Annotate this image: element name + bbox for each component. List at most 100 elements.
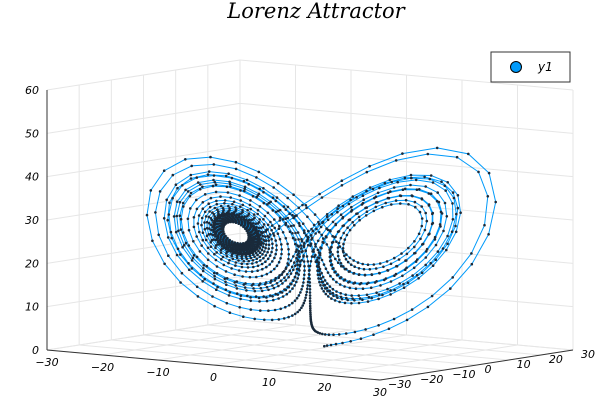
data-point <box>266 211 270 215</box>
data-point <box>178 214 182 217</box>
data-point <box>213 274 216 278</box>
data-point <box>207 215 211 219</box>
data-point <box>306 287 309 291</box>
data-point <box>257 221 261 224</box>
data-point <box>326 228 330 232</box>
data-point <box>410 308 414 311</box>
data-point <box>379 284 382 287</box>
data-point <box>167 254 170 257</box>
data-point <box>370 273 374 277</box>
data-point <box>337 333 341 336</box>
data-point <box>266 250 269 254</box>
data-point <box>219 248 223 252</box>
data-point <box>301 222 305 225</box>
data-point <box>354 287 358 291</box>
data-point <box>196 181 200 184</box>
data-point <box>381 293 384 297</box>
data-point <box>284 217 287 220</box>
data-point <box>336 296 339 300</box>
data-point <box>247 221 250 225</box>
data-point <box>318 253 322 257</box>
data-point <box>187 268 191 272</box>
data-point <box>300 237 303 241</box>
data-point <box>269 281 272 284</box>
data-point <box>262 242 266 245</box>
data-point <box>261 245 265 249</box>
data-point <box>470 262 474 266</box>
data-point <box>214 222 217 225</box>
data-point <box>260 237 263 240</box>
data-point <box>252 248 255 251</box>
data-point <box>222 263 226 267</box>
data-point <box>308 277 311 281</box>
data-point <box>416 258 419 261</box>
data-point <box>272 234 276 237</box>
data-point <box>296 253 299 257</box>
data-point <box>215 199 218 203</box>
data-point <box>328 259 332 263</box>
data-point <box>434 243 438 247</box>
data-point <box>212 223 215 227</box>
data-point <box>377 324 380 327</box>
data-point <box>225 283 228 287</box>
data-point <box>224 247 228 251</box>
data-point <box>429 174 433 177</box>
data-point <box>368 186 372 189</box>
data-point <box>268 263 272 266</box>
data-point <box>172 215 176 218</box>
data-point <box>271 209 275 212</box>
data-point <box>263 239 267 242</box>
data-point <box>223 199 227 202</box>
data-point <box>442 229 445 233</box>
data-point <box>199 273 203 277</box>
data-point <box>355 196 358 199</box>
data-point <box>365 293 369 297</box>
data-point <box>241 208 244 212</box>
data-point <box>326 271 330 274</box>
data-point <box>423 228 427 232</box>
data-point <box>330 241 334 244</box>
data-point <box>209 155 212 159</box>
data-point <box>414 205 417 209</box>
data-point <box>219 204 223 208</box>
data-point <box>307 229 310 233</box>
data-point <box>297 206 301 210</box>
data-point <box>240 265 244 269</box>
data-point <box>330 213 334 216</box>
data-point <box>306 215 309 219</box>
data-point <box>467 152 470 156</box>
data-point <box>303 264 306 268</box>
data-point <box>301 203 304 207</box>
data-point <box>394 159 398 162</box>
data-point <box>328 251 332 254</box>
data-point <box>239 199 242 202</box>
data-point <box>234 248 237 252</box>
data-point <box>278 224 281 228</box>
data-point <box>347 270 351 273</box>
data-point <box>209 217 213 220</box>
data-point <box>223 277 227 281</box>
data-point <box>318 273 322 276</box>
data-point <box>338 276 342 280</box>
data-point <box>240 262 244 266</box>
data-point <box>300 239 304 243</box>
y-tick-label: 10 <box>517 358 531 371</box>
data-point <box>278 237 282 241</box>
data-point <box>181 184 184 187</box>
data-point <box>343 238 347 241</box>
data-point <box>296 231 300 234</box>
data-point <box>249 296 252 299</box>
data-point <box>228 208 231 212</box>
data-point <box>329 263 333 267</box>
data-point <box>292 268 295 272</box>
data-point <box>266 203 269 206</box>
data-point <box>157 233 160 237</box>
data-point <box>308 288 312 291</box>
data-point <box>335 240 338 243</box>
data-point <box>309 309 312 312</box>
data-point <box>316 248 320 252</box>
data-point <box>206 173 210 176</box>
data-point <box>334 342 338 346</box>
data-point <box>242 216 246 220</box>
data-point <box>277 297 280 300</box>
